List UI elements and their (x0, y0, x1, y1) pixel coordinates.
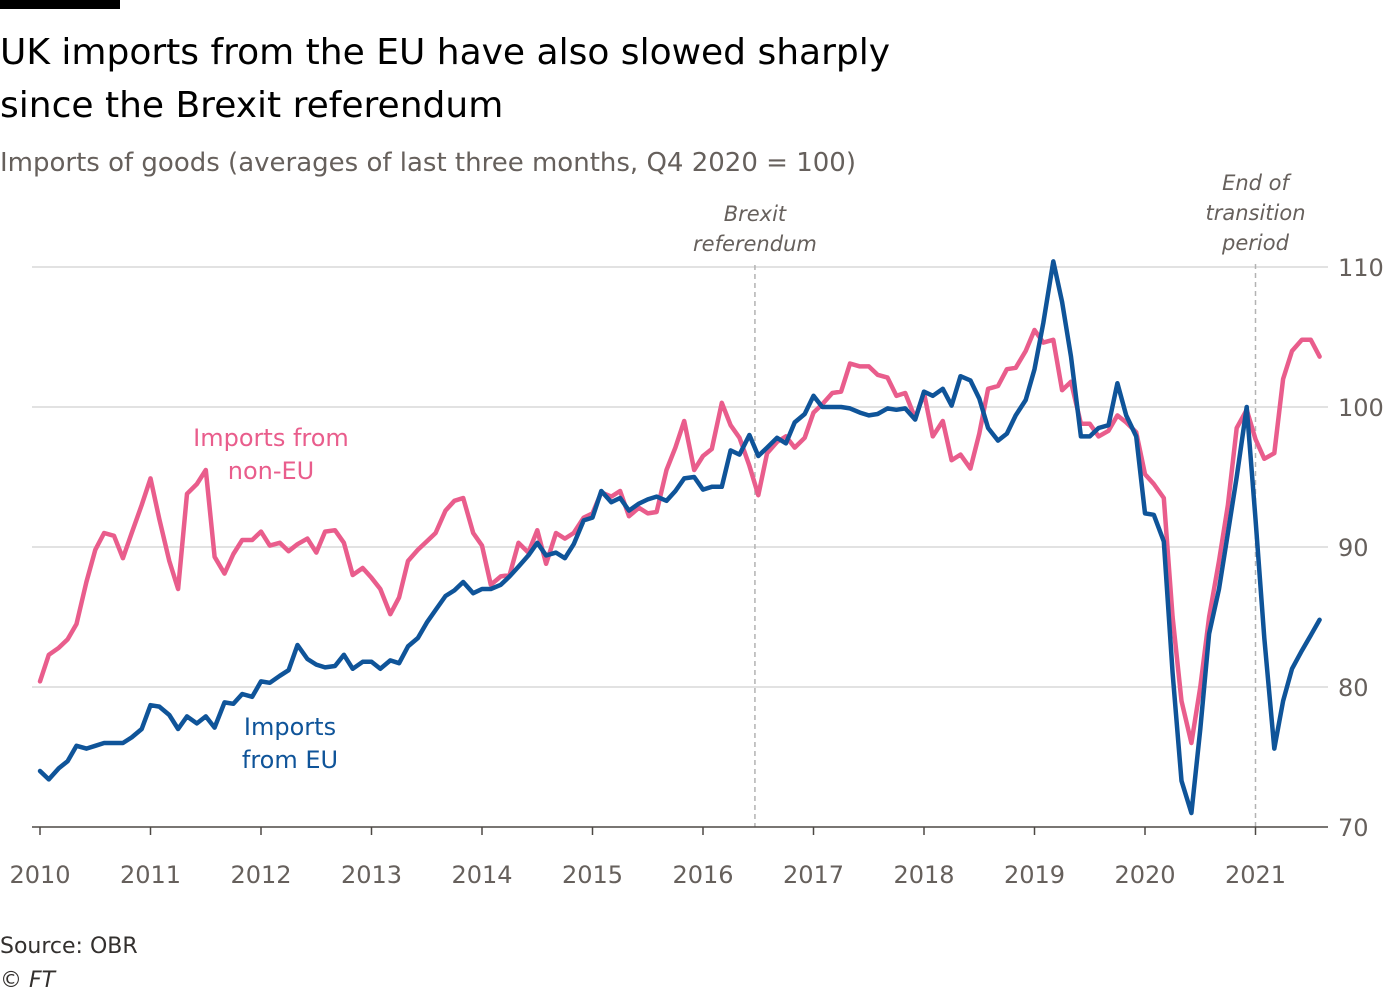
annotation-text-1-2: period (1221, 231, 1290, 255)
header-accent-bar (0, 0, 120, 9)
x-tick-label-2017: 2017 (783, 861, 844, 889)
annotation-text-0-0: Brexit (724, 202, 787, 226)
x-tick-label-2018: 2018 (893, 861, 954, 889)
series-labels: Imports from non-EU Imports from EU (193, 424, 349, 774)
annotations: Brexit referendum End of transition period (693, 171, 1306, 827)
source-note: Source: OBR (0, 934, 138, 959)
y-tick-label-100: 100 (1338, 394, 1384, 422)
x-tick-label-2012: 2012 (230, 861, 291, 889)
copyright-credit: © FT (0, 968, 56, 993)
y-tick-label-90: 90 (1338, 534, 1369, 562)
annotation-text-1-1: transition (1205, 201, 1305, 225)
chart-subtitle: Imports of goods (averages of last three… (0, 148, 856, 178)
series-line-non-eu (37, 327, 1322, 746)
chart-title-line-1: UK imports from the EU have also slowed … (0, 32, 891, 73)
x-tick-label-2016: 2016 (672, 861, 733, 889)
x-tick-label-2019: 2019 (1004, 861, 1065, 889)
series-label-non-eu-line-2: non-EU (228, 457, 315, 485)
series-label-eu-line-2: from EU (242, 746, 338, 774)
axes: 70 80 90 100 110 2010 2011 2012 2013 2014 2015 2016… (9, 254, 1383, 889)
x-tick-label-2021: 2021 (1225, 861, 1286, 889)
x-tick-label-2011: 2011 (120, 861, 181, 889)
series-line-eu (37, 259, 1322, 816)
gridlines (32, 266, 1328, 688)
y-tick-label-70: 70 (1338, 814, 1369, 842)
chart-title: UK imports from the EU have also slowed … (0, 26, 960, 132)
x-tick-label-2020: 2020 (1114, 861, 1175, 889)
chart-title-line-2: since the Brexit referendum (0, 85, 504, 126)
x-tick-label-2013: 2013 (341, 861, 402, 889)
x-tick-label-2015: 2015 (562, 861, 623, 889)
x-tick-label-2014: 2014 (451, 861, 512, 889)
series (37, 259, 1322, 816)
y-tick-label-110: 110 (1338, 254, 1384, 282)
annotation-text-0-1: referendum (693, 232, 817, 256)
x-tick-label-2010: 2010 (9, 861, 70, 889)
series-label-non-eu-line-1: Imports from (193, 424, 349, 452)
series-label-eu-line-1: Imports (244, 713, 336, 741)
y-tick-label-80: 80 (1338, 674, 1369, 702)
annotation-text-1-0: End of (1222, 171, 1292, 195)
